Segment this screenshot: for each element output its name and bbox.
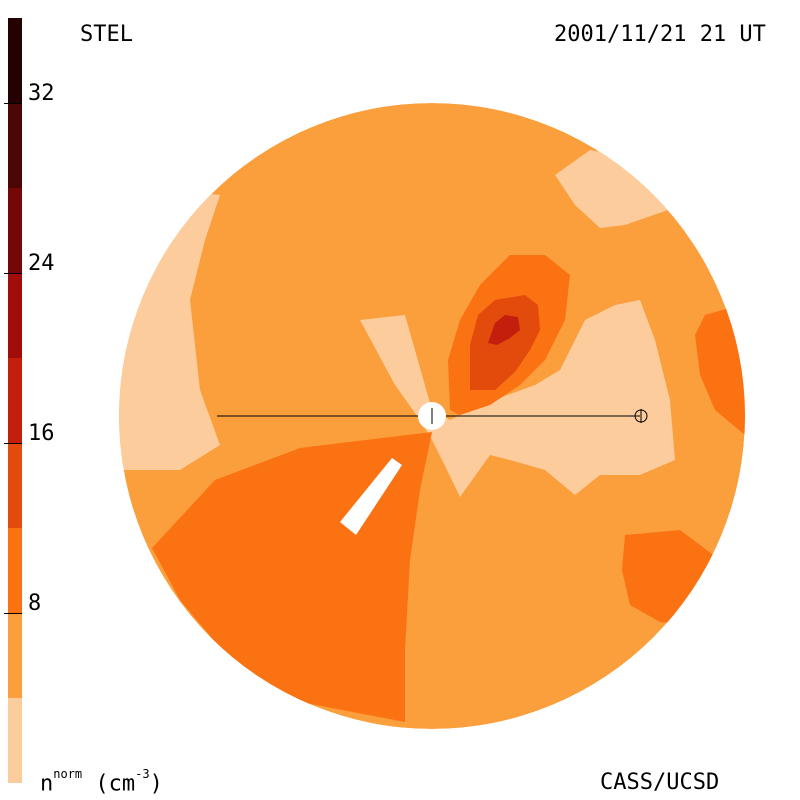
units-base: n: [40, 771, 54, 797]
data-gap-wedge: [340, 458, 402, 535]
units-rest: (cm: [82, 771, 136, 797]
colorbar-segment: [8, 443, 22, 528]
colorbar-segment: [8, 103, 22, 188]
contour-low-center: [360, 300, 675, 497]
contour-peak: [488, 315, 520, 345]
colorbar-segment: [8, 528, 22, 613]
colorbar-tick: [4, 103, 22, 104]
units-label: nnorm (cm-3): [40, 768, 163, 797]
credit-label: CASS/UCSD: [600, 770, 720, 795]
colorbar-tick: [4, 613, 22, 614]
contour-high: [470, 295, 540, 390]
colorbar-segment: [8, 698, 22, 783]
colorbar: [8, 18, 22, 783]
earth-marker-icon: [634, 409, 648, 423]
contour-low-top-right: [555, 150, 700, 228]
colorbar-tick: [4, 443, 22, 444]
colorbar-segment: [8, 18, 22, 103]
colorbar-segment: [8, 188, 22, 273]
colorbar-tick-label: 16: [28, 421, 55, 446]
units-exponent: -3: [135, 767, 150, 781]
station-label: STEL: [80, 22, 133, 47]
colorbar-tick-label: 24: [28, 251, 55, 276]
colorbar-tick-label: 32: [28, 81, 55, 106]
units-close: ): [149, 771, 163, 797]
colorbar-segment: [8, 613, 22, 698]
timestamp-label: 2001/11/21 21 UT: [554, 22, 766, 47]
colorbar-segment: [8, 358, 22, 443]
colorbar-segment: [8, 273, 22, 358]
units-superscript: norm: [53, 767, 83, 781]
colorbar-tick: [4, 273, 22, 274]
colorbar-tick-label: 8: [28, 591, 42, 616]
